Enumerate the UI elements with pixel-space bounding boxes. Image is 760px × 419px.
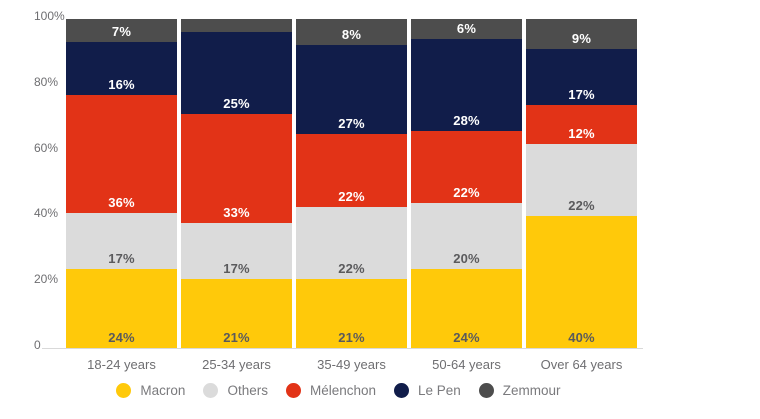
segment-macron: 24%: [411, 269, 522, 348]
legend-swatch-icon: [116, 383, 132, 398]
segment-value-label: 17%: [223, 260, 250, 276]
x-axis-category-label: 18-24 years: [87, 357, 156, 372]
segment-macron: 40%: [526, 216, 637, 348]
x-axis-category-label: 50-64 years: [432, 357, 501, 372]
legend: Macron Others Mélenchon Le Pen Zemmour: [53, 383, 624, 398]
x-axis-category-label: 35-49 years: [317, 357, 386, 372]
legend-item-macron: Macron: [116, 383, 185, 398]
segment-macron: 21%: [296, 278, 407, 348]
x-axis-category-label: 25-34 years: [202, 357, 271, 372]
y-axis-tick-label: 20%: [34, 272, 59, 287]
segment-value-label: 21%: [223, 330, 250, 345]
segment-le-pen: 25%: [181, 32, 292, 115]
segment-value-label: 20%: [453, 251, 480, 267]
legend-label: Le Pen: [418, 383, 461, 398]
y-axis-tick-label: 60%: [34, 140, 59, 155]
legend-label: Macron: [140, 383, 186, 398]
segment-melenchon: 22%: [411, 130, 522, 204]
segment-zemmour: 7%: [66, 19, 177, 43]
segment-value-label: 36%: [108, 195, 135, 211]
segment-value-label: 17%: [568, 86, 595, 102]
legend-swatch-icon: [203, 383, 219, 398]
segment-value-label: 12%: [568, 126, 595, 142]
segment-melenchon: 33%: [181, 114, 292, 223]
y-axis-tick-label: 40%: [34, 206, 59, 221]
segment-zemmour: 6%: [411, 19, 522, 39]
segment-value-label: 33%: [223, 204, 250, 220]
legend-swatch-icon: [478, 383, 494, 398]
segment-le-pen: 27%: [296, 45, 407, 135]
segment-zemmour: [181, 19, 292, 33]
segment-value-label: 17%: [108, 251, 135, 267]
segment-le-pen: 16%: [66, 42, 177, 95]
legend-item-zemmour: Zemmour: [478, 383, 561, 398]
segment-value-label: 22%: [453, 185, 480, 201]
legend-label: Others: [227, 383, 268, 398]
segment-value-label: 24%: [108, 330, 135, 345]
segment-value-label: 8%: [341, 27, 362, 43]
bar-35-49-years: 21% 22% 22% 27% 8%: [296, 19, 407, 348]
segment-value-label: 28%: [453, 112, 480, 128]
bar-18-24-years: 24% 17% 36% 16% 7%: [66, 19, 177, 348]
segment-le-pen: 28%: [411, 38, 522, 131]
y-axis-tick-label: 0: [34, 338, 41, 352]
bar-25-34-years: 21% 17% 33% 25%: [181, 19, 292, 348]
segment-melenchon: 22%: [296, 134, 407, 207]
bar-over-64-years: 40% 22% 12% 17% 9%: [526, 19, 637, 348]
segment-value-label: 7%: [111, 24, 132, 40]
segment-value-label: 22%: [568, 198, 595, 214]
legend-item-melenchon: Mélenchon: [285, 383, 376, 398]
legend-item-le-pen: Le Pen: [394, 383, 461, 398]
segment-value-label: 27%: [338, 116, 365, 132]
segment-others: 17%: [181, 223, 292, 279]
x-axis-line: [42, 348, 643, 349]
segment-value-label: 9%: [571, 30, 592, 46]
segment-macron: 21%: [181, 278, 292, 348]
legend-swatch-icon: [394, 383, 409, 398]
legend-label: Mélenchon: [309, 383, 376, 398]
segment-le-pen: 17%: [526, 48, 637, 105]
segment-others: 17%: [66, 213, 177, 270]
segment-melenchon: 12%: [526, 104, 637, 145]
legend-label: Zemmour: [502, 383, 561, 398]
segment-value-label: 22%: [338, 260, 365, 276]
segment-value-label: 6%: [456, 20, 477, 36]
x-axis-category-label: Over 64 years: [540, 357, 623, 372]
segment-melenchon: 36%: [66, 94, 177, 214]
segment-macron: 24%: [66, 269, 177, 348]
legend-item-others: Others: [203, 383, 268, 398]
bar-50-64-years: 24% 20% 22% 28% 6%: [411, 19, 522, 348]
segment-value-label: 16%: [108, 76, 135, 92]
legend-swatch-icon: [285, 383, 301, 398]
segment-value-label: 25%: [223, 96, 250, 112]
segment-others: 20%: [411, 203, 522, 270]
segment-others: 22%: [296, 206, 407, 279]
y-axis-tick-label: 100%: [34, 9, 65, 23]
segment-value-label: 24%: [453, 330, 480, 345]
y-axis-tick-label: 80%: [34, 74, 59, 89]
plot-area: 24% 17% 36% 16% 7% 21% 17% 33% 25% 21% 22% 22% 27% 8%…: [66, 19, 637, 348]
segment-zemmour: 9%: [526, 19, 637, 49]
segment-zemmour: 8%: [296, 19, 407, 46]
segment-value-label: 22%: [338, 188, 365, 204]
segment-value-label: 40%: [568, 330, 595, 345]
segment-others: 22%: [526, 144, 637, 217]
segment-value-label: 21%: [338, 330, 365, 345]
